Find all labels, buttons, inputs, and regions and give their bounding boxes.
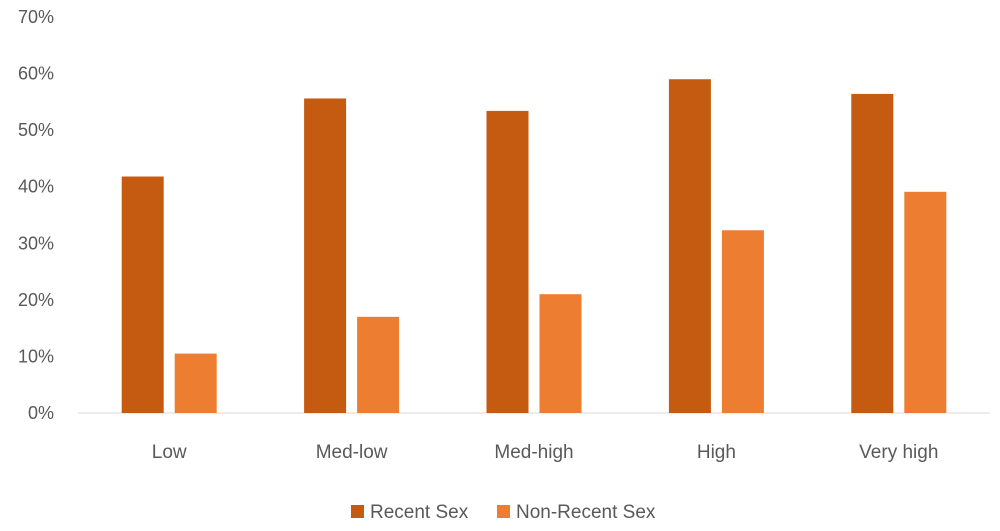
bar-recent-sex-low bbox=[121, 176, 164, 413]
bar-non-recent-sex-med-low bbox=[357, 316, 400, 413]
bar-non-recent-sex-med-high bbox=[539, 294, 582, 413]
legend-label: Non-Recent Sex bbox=[516, 502, 656, 523]
x-category-label: Med-high bbox=[494, 442, 573, 463]
bar-non-recent-sex-low bbox=[174, 353, 217, 413]
legend: Recent Sex Non-Recent Sex bbox=[351, 502, 656, 523]
bar-recent-sex-med-high bbox=[486, 110, 529, 413]
y-axis: 0% 10% 20% 30% 40% 50% 60% 70% bbox=[18, 7, 54, 423]
y-tick-label: 20% bbox=[18, 290, 54, 310]
bars bbox=[121, 79, 947, 414]
x-category-label: High bbox=[697, 442, 736, 463]
bar-non-recent-sex-very-high bbox=[904, 191, 947, 413]
legend-swatch bbox=[497, 505, 510, 518]
bar-recent-sex-very-high bbox=[851, 93, 894, 414]
bar-recent-sex-high bbox=[668, 79, 711, 413]
y-tick-label: 40% bbox=[18, 177, 54, 197]
legend-label: Recent Sex bbox=[370, 502, 469, 523]
x-axis: Low Med-low Med-high High Very high bbox=[152, 442, 939, 463]
x-category-label: Very high bbox=[859, 442, 938, 463]
y-tick-label: 0% bbox=[28, 403, 54, 423]
y-tick-label: 10% bbox=[18, 346, 54, 366]
y-tick-label: 60% bbox=[18, 64, 54, 84]
y-tick-label: 50% bbox=[18, 120, 54, 140]
y-tick-label: 70% bbox=[18, 7, 54, 27]
bar-recent-sex-med-low bbox=[304, 98, 347, 413]
bar-non-recent-sex-high bbox=[721, 230, 764, 413]
y-tick-label: 30% bbox=[18, 233, 54, 253]
x-category-label: Low bbox=[152, 442, 187, 463]
x-category-label: Med-low bbox=[316, 442, 388, 463]
legend-swatch bbox=[351, 505, 364, 518]
